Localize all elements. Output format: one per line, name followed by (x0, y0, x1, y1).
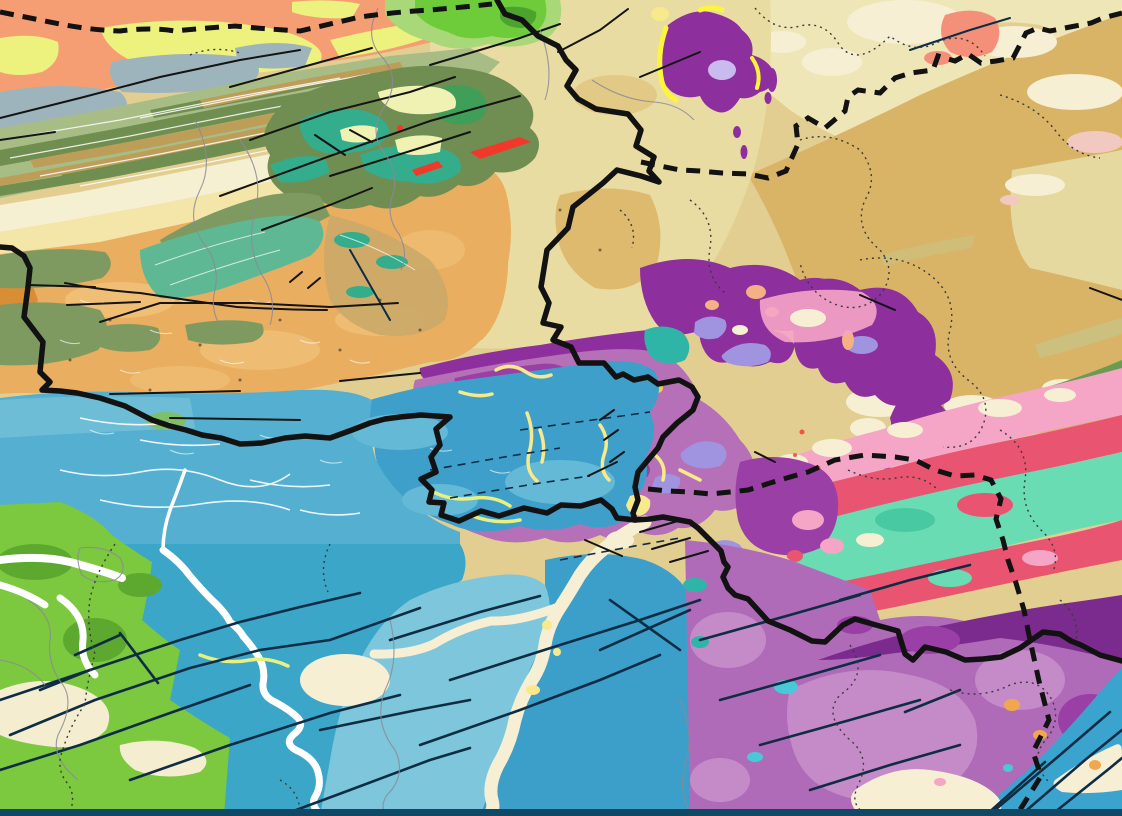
admin-boundaries-gray (0, 7, 695, 816)
belt-mint-band (785, 452, 1122, 590)
white-channels-green (0, 553, 126, 679)
admin-boundaries-dotted (59, 7, 1101, 816)
bottom-light-blue-region (300, 574, 550, 816)
sage-streaks-right (880, 235, 1122, 358)
fault-lines-black (0, 8, 1122, 563)
map-edge-band (0, 809, 1122, 816)
cream-river (369, 515, 652, 816)
teal-patch-in-purple (644, 326, 690, 364)
top-green-patches (385, 0, 562, 49)
white-meander-river (159, 468, 326, 816)
yellow-patch-small (651, 7, 669, 21)
cream-blob-bottom-left (0, 681, 207, 777)
purple-west-blob (735, 457, 839, 556)
border-dashed-top-left (0, 1, 493, 34)
border-dashed-southeast (647, 452, 1052, 816)
basin-light-patches (0, 396, 615, 516)
border-west (0, 244, 638, 524)
fault-lines-navy (0, 17, 1122, 816)
navy-lineament-dashes (429, 411, 681, 561)
corner-band-details (851, 699, 1122, 816)
mtn-white-streaks (154, 231, 416, 286)
pink-tinge-right (1000, 131, 1122, 205)
purple-blob-lavender (708, 60, 736, 80)
yellow-ponds (526, 620, 561, 695)
dark-purple-band (818, 595, 1122, 662)
purple-blob-yellow-fringe (657, 5, 761, 103)
